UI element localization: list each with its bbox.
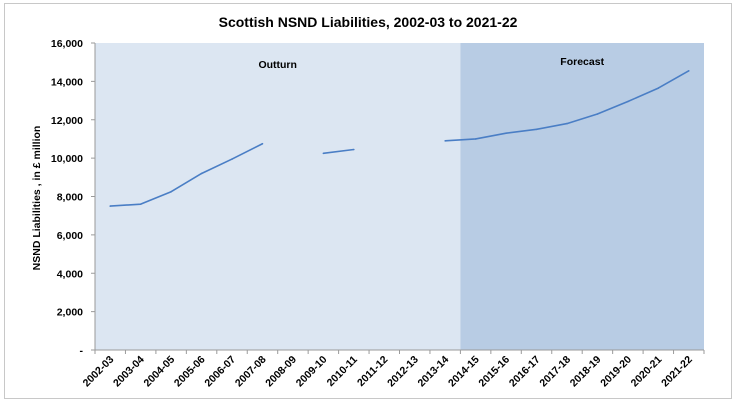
chart-title: Scottish NSND Liabilities, 2002-03 to 20… [219, 14, 518, 30]
x-tick-label: 2005-06 [172, 354, 208, 390]
x-tick-label: 2020-21 [629, 354, 665, 390]
x-tick-label: 2007-08 [233, 354, 269, 390]
y-tick-label: 4,000 [57, 268, 83, 280]
x-tick-label: 2003-04 [111, 354, 147, 390]
region-outturn [95, 43, 461, 350]
x-tick-label: 2015-16 [476, 354, 512, 390]
y-tick-label: 8,000 [57, 192, 83, 204]
x-tick-label: 2019-20 [598, 354, 634, 390]
y-tick-label: 2,000 [57, 307, 83, 319]
region-label-forecast: Forecast [560, 56, 604, 68]
x-tick-label: 2017-18 [537, 354, 573, 390]
x-tick-label: 2006-07 [202, 354, 238, 390]
y-tick-label: 6,000 [57, 230, 83, 242]
y-tick-label: 12,000 [51, 115, 83, 127]
x-tick-label: 2021-22 [659, 354, 695, 390]
x-tick-label: 2013-14 [416, 354, 452, 390]
x-tick-label: 2012-13 [385, 354, 421, 390]
region-forecast [460, 43, 704, 350]
x-tick-label: 2004-05 [142, 354, 178, 390]
x-tick-label: 2010-11 [325, 354, 360, 389]
x-tick-label: 2016-17 [507, 354, 543, 390]
region-labels: Outturn Forecast [258, 56, 604, 71]
x-axis: 2002-032003-042004-052005-062006-072007-… [81, 349, 705, 390]
y-axis-label: NSND Liabilities , in £ million [31, 126, 43, 271]
x-tick-label: 2014-15 [446, 354, 482, 390]
y-tick-label: - [80, 345, 84, 357]
y-tick-label: 16,000 [51, 38, 83, 50]
x-tick-label: 2008-09 [263, 354, 299, 390]
series-line-segment [445, 70, 690, 142]
y-tick-label: 14,000 [51, 76, 83, 88]
series-line-segment [110, 143, 263, 207]
region-label-outturn: Outturn [258, 59, 297, 71]
y-axis: - 2,000 4,000 6,000 8,000 10,000 12,000 14,000 1… [51, 38, 96, 357]
x-tick-label: 2018-19 [568, 354, 604, 390]
series-group [109, 70, 690, 207]
y-tick-label: 10,000 [51, 153, 83, 165]
region-backgrounds [95, 43, 704, 350]
series-line-segment [323, 148, 354, 155]
x-tick-label: 2009-10 [294, 354, 330, 390]
x-tick-label: 2002-03 [81, 354, 117, 390]
x-tick-label: 2011-12 [355, 354, 390, 389]
